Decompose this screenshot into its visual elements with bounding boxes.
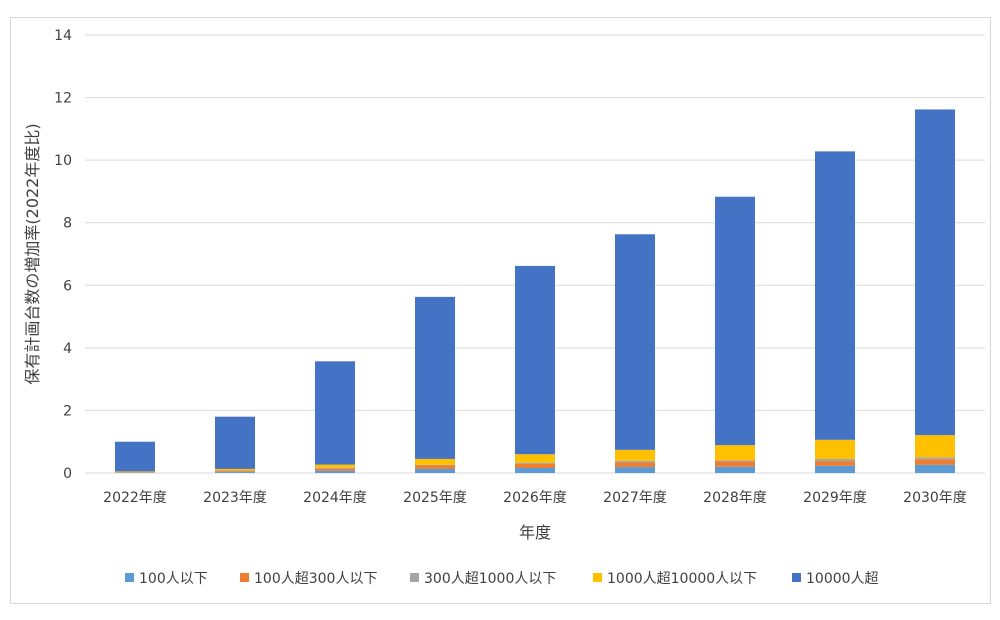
bar-segment: [615, 234, 655, 450]
bar-segment: [215, 416, 255, 469]
bar-segment: [515, 463, 555, 468]
bar-segment: [415, 464, 455, 466]
bar-segment: [315, 464, 355, 468]
y-tick-label: 8: [63, 216, 72, 232]
x-tick-label: 2025年度: [403, 490, 467, 506]
y-tick-label: 6: [63, 278, 72, 294]
bar-segment: [915, 435, 955, 458]
bar-segment: [415, 458, 455, 465]
bar-segment: [615, 462, 655, 468]
bar-segment: [115, 441, 155, 472]
y-tick-label: 12: [54, 91, 72, 107]
x-tick-label: 2023年度: [203, 490, 267, 506]
bar-segment: [215, 471, 255, 473]
legend-label: 100人以下: [139, 571, 208, 587]
x-tick-label: 2027年度: [603, 490, 667, 506]
legend-label: 1000人超10000人以下: [607, 571, 757, 587]
bar-segment: [315, 361, 355, 465]
bar-segment: [515, 265, 555, 455]
bar-segment: [715, 196, 755, 446]
legend-swatch: [240, 573, 249, 582]
bar-segment: [515, 454, 555, 463]
y-tick-label: 10: [54, 153, 72, 169]
bar-segment: [715, 461, 755, 467]
bar-segment: [615, 460, 655, 463]
bar-segment: [715, 466, 755, 473]
bar-segment: [115, 471, 155, 473]
bar-segment: [415, 468, 455, 473]
bar-segment: [815, 151, 855, 440]
x-tick-label: 2024年度: [303, 490, 367, 506]
bar-segment: [215, 470, 255, 472]
y-tick-label: 2: [63, 403, 72, 419]
x-tick-label: 2026年度: [503, 490, 567, 506]
x-tick-label: 2029年度: [803, 490, 867, 506]
bar-segment: [915, 459, 955, 465]
bar-segment: [415, 296, 455, 459]
bar-segment: [815, 458, 855, 462]
x-tick-label: 2028年度: [703, 490, 767, 506]
bar-segment: [315, 470, 355, 473]
x-tick-label: 2030年度: [903, 490, 967, 506]
legend-swatch: [792, 573, 801, 582]
bar-segment: [215, 468, 255, 471]
y-tick-label: 4: [63, 341, 72, 357]
legend-label: 300人超1000人以下: [424, 571, 556, 587]
bar-segment: [915, 109, 955, 436]
bar-segment: [815, 439, 855, 459]
legend-label: 10000人超: [806, 571, 879, 587]
y-axis-label: 保有計画台数の増加率(2022年度比): [23, 123, 42, 384]
bar-segment: [415, 465, 455, 469]
bar-segment: [915, 457, 955, 460]
bar-segment: [515, 462, 555, 464]
bar-segment: [715, 445, 755, 461]
bar-segment: [815, 461, 855, 466]
bar-segment: [915, 464, 955, 473]
bar-segment: [515, 467, 555, 473]
y-tick-label: 0: [63, 466, 72, 482]
x-tick-label: 2022年度: [103, 490, 167, 506]
bar-segment: [215, 472, 255, 473]
bar-segment: [815, 465, 855, 473]
chart-frame: [10, 17, 991, 604]
legend-label: 100人超300人以下: [254, 571, 377, 587]
legend-swatch: [593, 573, 602, 582]
bar-segment: [315, 467, 355, 469]
legend-swatch: [410, 573, 419, 582]
bar-segment: [715, 460, 755, 462]
bar-segment: [615, 467, 655, 473]
x-axis-label: 年度: [519, 523, 551, 542]
bar-segment: [615, 449, 655, 461]
legend-swatch: [125, 573, 134, 582]
y-tick-label: 14: [54, 28, 72, 44]
bar-segment: [315, 468, 355, 471]
